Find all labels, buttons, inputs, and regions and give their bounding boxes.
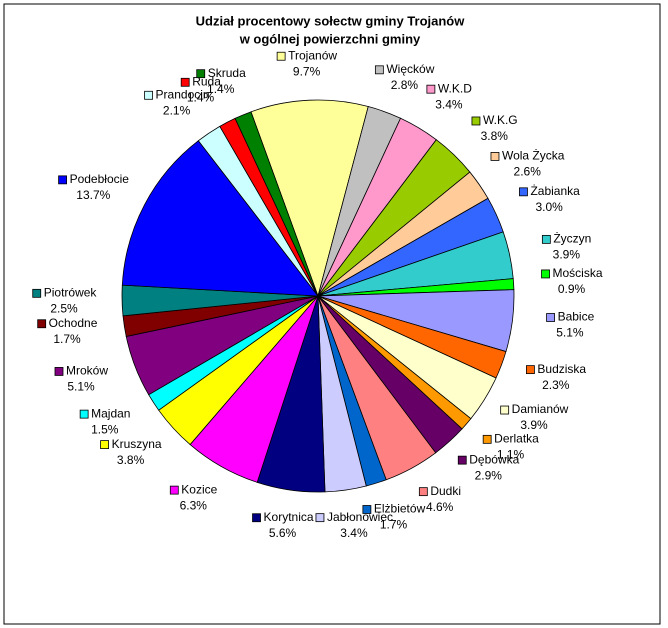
slice-label: Kruszyna — [112, 437, 162, 451]
legend-swatch — [196, 69, 206, 79]
slice-value-label: 2.6% — [514, 165, 542, 179]
slice-label: Mroków — [66, 364, 108, 378]
legend-swatch — [362, 505, 372, 514]
slice-value-label: 1.1% — [497, 448, 525, 462]
chart-title: Udział procentowy sołectw gminy Trojanów — [196, 13, 466, 28]
slice-value-label: 5.1% — [556, 326, 584, 340]
legend-swatch — [276, 51, 286, 61]
slice-label: Babice — [558, 310, 595, 324]
pie-slice — [234, 111, 319, 297]
slice-value-label: 5.1% — [67, 380, 95, 394]
slice-value-label: 1.4% — [207, 82, 235, 96]
legend-swatch — [54, 367, 64, 376]
legend-swatch — [374, 65, 384, 75]
slice-value-label: 3.0% — [535, 200, 563, 214]
slice-label: W.K.D — [438, 81, 472, 95]
slice-label: Prandocin — [156, 87, 210, 101]
slice-label: Damianów — [512, 402, 569, 416]
legend-swatch — [32, 288, 42, 298]
slice-value-label: 2.9% — [475, 468, 503, 482]
slice-label: Podebłocie — [70, 172, 130, 186]
legend-swatch — [457, 455, 467, 465]
slice-value-label: 1.7% — [53, 332, 81, 346]
slice-value-label: 1.4% — [187, 90, 215, 104]
legend-swatch — [315, 513, 325, 523]
slice-value-label: 6.3% — [180, 498, 208, 512]
legend-swatch — [541, 234, 551, 244]
slice-label: Dębówka — [469, 452, 519, 466]
slice-value-label: 5.6% — [269, 526, 297, 540]
legend-swatch — [526, 365, 535, 375]
slice-label: Piotrówek — [44, 286, 98, 300]
legend-swatch — [519, 187, 528, 197]
slice-value-label: 3.4% — [435, 97, 463, 111]
pie-slice — [121, 140, 319, 297]
slice-label: Żabianka — [530, 184, 580, 198]
legend-swatch — [546, 313, 555, 322]
slice-label: Więcków — [386, 62, 434, 76]
slice-label: Dudki — [430, 484, 461, 498]
slice-value-label: 13.7% — [76, 188, 110, 202]
slice-label: Derlatka — [494, 432, 539, 446]
chart-title: w ogólnej powierzchni gminy — [239, 31, 421, 46]
slice-label: Korytnica — [264, 510, 314, 524]
slice-value-label: 2.1% — [163, 103, 191, 117]
slice-label: Jabłonowiec — [327, 510, 393, 524]
slice-label: Trojanów — [288, 48, 337, 62]
legend-swatch — [490, 152, 500, 161]
slice-label: Ochodne — [49, 316, 98, 330]
slice-value-label: 4.6% — [426, 500, 454, 514]
slice-label: Wola Życka — [502, 149, 565, 163]
legend-swatch — [144, 90, 153, 100]
slice-value-label: 3.8% — [481, 129, 509, 143]
slice-label: Skruda — [208, 66, 246, 80]
slice-value-label: 3.8% — [117, 453, 145, 467]
slice-value-label: 3.9% — [553, 248, 581, 262]
slice-label: Budziska — [537, 362, 586, 376]
legend-swatch — [541, 269, 550, 279]
legend-swatch — [500, 405, 510, 415]
slice-value-label: 3.4% — [340, 526, 368, 540]
slice-label: Majdan — [91, 406, 130, 420]
slice-label: Mościska — [553, 266, 603, 280]
legend-swatch — [180, 77, 190, 87]
legend-swatch — [252, 513, 261, 523]
slice-value-label: 1.5% — [91, 422, 119, 436]
slice-value-label: 2.8% — [391, 78, 419, 92]
slice-value-label: 3.9% — [520, 418, 548, 432]
legend-swatch — [37, 319, 47, 329]
legend-swatch — [79, 409, 89, 419]
slice-label: W.K.G — [483, 113, 518, 127]
legend-swatch — [418, 487, 428, 497]
legend-swatch — [471, 116, 481, 126]
legend-swatch — [100, 440, 109, 450]
legend-swatch — [426, 84, 436, 94]
legend-swatch — [482, 434, 492, 444]
pie-slice — [250, 99, 369, 298]
slice-value-label: 1.7% — [380, 518, 408, 532]
slice-label: Elżbietów — [374, 502, 426, 516]
legend-swatch — [169, 485, 179, 495]
slice-value-label: 0.9% — [558, 282, 586, 296]
slice-value-label: 2.3% — [542, 378, 570, 392]
slice-label: Kozice — [181, 482, 217, 496]
slice-value-label: 2.5% — [50, 302, 78, 316]
slice-label: Życzyn — [553, 232, 591, 246]
slice-value-label: 9.7% — [293, 64, 321, 78]
legend-swatch — [58, 175, 67, 185]
